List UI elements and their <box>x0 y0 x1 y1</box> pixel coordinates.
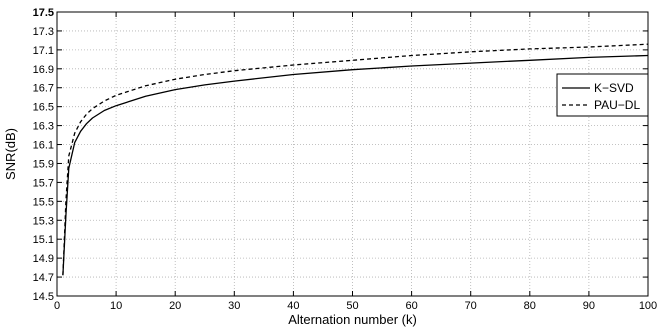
x-tick-label: 0 <box>54 300 60 312</box>
y-tick-label: 16.9 <box>33 64 54 76</box>
x-tick-label: 10 <box>110 300 122 312</box>
y-tick-label: 16.7 <box>33 83 54 95</box>
x-tick-label: 100 <box>639 300 657 312</box>
y-tick-label: 15.9 <box>33 158 54 170</box>
y-tick-label: 16.5 <box>33 102 54 114</box>
y-tick-label: 17.1 <box>33 45 54 57</box>
series-lines <box>62 43 649 276</box>
y-tick-label: 16.1 <box>33 140 54 152</box>
y-tick-label: 16.3 <box>33 121 54 133</box>
y-axis-title: SNR(dB) <box>3 128 18 180</box>
series-line-pau-dl <box>62 43 649 276</box>
y-tick-label: 14.9 <box>33 253 54 265</box>
y-tick-label: 15.5 <box>33 196 54 208</box>
series-line-k-svd <box>62 54 649 276</box>
x-axis-title: Alternation number (k) <box>288 312 417 327</box>
x-tick-label: 60 <box>405 300 417 312</box>
x-tick-label: 30 <box>228 300 240 312</box>
y-tick-label: 14.5 <box>33 291 54 303</box>
y-tick-label: 15.1 <box>33 234 54 246</box>
y-tick-label: 17.5 <box>33 7 54 19</box>
y-tick-label: 15.7 <box>33 177 54 189</box>
tick-labels: 0 10 20 30 40 50 60 70 80 90 100 14.5 14.7 14.9 15.1 15… <box>33 7 658 312</box>
x-tick-label: 40 <box>287 300 299 312</box>
y-tick-label: 17.3 <box>33 26 54 38</box>
y-tick-label: 14.7 <box>33 272 54 284</box>
x-tick-label: 50 <box>346 300 358 312</box>
x-tick-label: 20 <box>169 300 181 312</box>
x-tick-label: 90 <box>583 300 595 312</box>
ticks <box>56 11 649 297</box>
legend-box <box>556 73 649 117</box>
legend-label-pau-dl: PAU−DL <box>594 98 640 112</box>
legend-label-k-svd: K−SVD <box>594 81 634 95</box>
grid <box>57 12 648 296</box>
x-tick-label: 70 <box>465 300 477 312</box>
y-tick-label: 15.3 <box>33 215 54 227</box>
legend: K−SVD PAU−DL <box>556 73 649 117</box>
x-tick-label: 80 <box>524 300 536 312</box>
